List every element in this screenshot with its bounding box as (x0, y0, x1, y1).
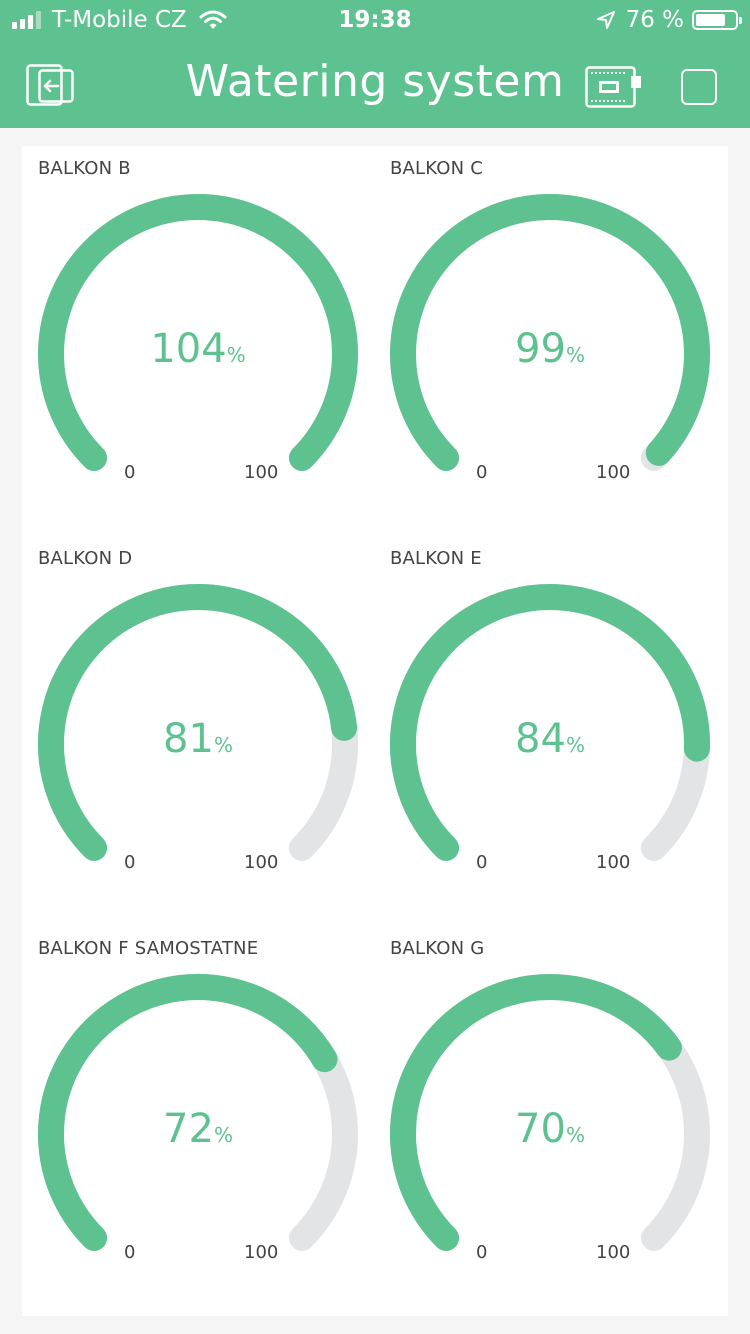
gauge-balkon-c[interactable]: BALKON C 99% 0 100 (374, 146, 714, 486)
exit-project-icon[interactable] (26, 64, 76, 108)
app-bar: Watering system (0, 40, 750, 128)
gauge-min-label: 0 (124, 1242, 136, 1263)
dashboard-panel: BALKON B 104% 0 100 BALKON C 99% 0 100 B… (22, 146, 728, 1316)
gauge-max-label: 100 (244, 1242, 279, 1263)
gauge-min-label: 0 (476, 462, 488, 483)
gauge-dial (390, 973, 710, 1251)
gauge-value: 72% (163, 1106, 233, 1152)
gauge-dial (38, 194, 358, 471)
wifi-icon (199, 10, 227, 29)
gauge-value: 70% (515, 1106, 585, 1152)
gauge-label: BALKON G (390, 938, 485, 959)
gauge-label: BALKON D (38, 548, 133, 569)
battery-percent: 76 % (625, 7, 684, 33)
gauge-label: BALKON E (390, 548, 482, 569)
gauge-max-label: 100 (596, 462, 631, 483)
gauge-label: BALKON C (390, 158, 484, 179)
carrier-name: T-Mobile CZ (52, 7, 187, 33)
gauge-balkon-f-samostatne[interactable]: BALKON F SAMOSTATNE 72% 0 100 (22, 926, 362, 1266)
location-arrow-icon (596, 11, 615, 29)
gauge-label: BALKON B (38, 158, 131, 179)
gauge-value-arc (390, 584, 710, 861)
gauge-value: 84% (515, 716, 585, 762)
gauge-balkon-e[interactable]: BALKON E 84% 0 100 (374, 536, 714, 876)
status-bar: T-Mobile CZ 19:38 76 % (0, 0, 750, 40)
signal-strength-icon (12, 11, 44, 29)
device-board-icon[interactable] (585, 66, 643, 108)
gauge-value: 99% (515, 326, 585, 372)
gauge-balkon-b[interactable]: BALKON B 104% 0 100 (22, 146, 362, 486)
gauge-min-label: 0 (124, 852, 136, 873)
page-title: Watering system (185, 56, 565, 107)
gauge-balkon-d[interactable]: BALKON D 81% 0 100 (22, 536, 362, 876)
gauge-value-arc (390, 973, 682, 1251)
gauge-value: 81% (163, 716, 233, 762)
gauge-value-arc (38, 974, 338, 1251)
battery-icon (692, 10, 742, 30)
gauge-balkon-g[interactable]: BALKON G 70% 0 100 (374, 926, 714, 1266)
gauge-dial (390, 584, 710, 861)
stop-square-icon[interactable] (681, 69, 717, 105)
gauge-dial (38, 974, 358, 1251)
gauge-min-label: 0 (476, 1242, 488, 1263)
gauge-max-label: 100 (596, 852, 631, 873)
gauge-value-arc (38, 194, 358, 471)
gauge-label: BALKON F SAMOSTATNE (38, 938, 259, 959)
gauge-dial (390, 194, 710, 471)
gauge-value-arc (390, 194, 710, 471)
gauge-min-label: 0 (124, 462, 136, 483)
gauge-min-label: 0 (476, 852, 488, 873)
gauge-dial (38, 584, 358, 861)
gauge-max-label: 100 (244, 852, 279, 873)
gauge-value: 104% (150, 326, 246, 372)
gauge-value-arc (38, 584, 358, 861)
gauge-max-label: 100 (244, 462, 279, 483)
gauge-max-label: 100 (596, 1242, 631, 1263)
status-time: 19:38 (338, 7, 412, 33)
top-bar: T-Mobile CZ 19:38 76 % Watering syste (0, 0, 750, 128)
